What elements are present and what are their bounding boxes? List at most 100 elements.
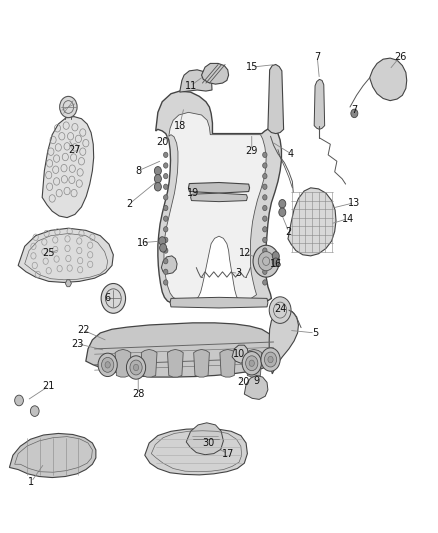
Polygon shape bbox=[314, 79, 325, 130]
Polygon shape bbox=[268, 64, 284, 134]
Text: 15: 15 bbox=[246, 62, 258, 72]
Text: 19: 19 bbox=[187, 188, 199, 198]
Circle shape bbox=[263, 163, 267, 168]
Text: 4: 4 bbox=[288, 149, 294, 159]
Polygon shape bbox=[145, 429, 247, 475]
Text: 9: 9 bbox=[253, 376, 259, 386]
Circle shape bbox=[127, 356, 146, 379]
Circle shape bbox=[163, 184, 168, 189]
Circle shape bbox=[163, 205, 168, 211]
Polygon shape bbox=[86, 323, 278, 377]
Text: 14: 14 bbox=[342, 214, 354, 224]
Polygon shape bbox=[42, 117, 94, 217]
Circle shape bbox=[272, 252, 279, 260]
Circle shape bbox=[249, 360, 254, 367]
Text: 29: 29 bbox=[246, 146, 258, 156]
Text: 17: 17 bbox=[222, 449, 234, 458]
Polygon shape bbox=[164, 112, 266, 301]
Text: 30: 30 bbox=[202, 438, 214, 448]
Circle shape bbox=[101, 284, 126, 313]
Text: 16: 16 bbox=[270, 259, 282, 269]
Circle shape bbox=[351, 109, 358, 118]
Polygon shape bbox=[180, 70, 212, 92]
Polygon shape bbox=[194, 350, 209, 377]
Circle shape bbox=[163, 216, 168, 221]
Circle shape bbox=[105, 362, 110, 368]
Circle shape bbox=[263, 205, 267, 211]
Circle shape bbox=[263, 280, 267, 285]
Text: 23: 23 bbox=[71, 338, 83, 349]
Text: 20: 20 bbox=[156, 136, 169, 147]
Text: 3: 3 bbox=[236, 269, 242, 278]
Circle shape bbox=[163, 195, 168, 200]
Circle shape bbox=[263, 152, 267, 158]
Circle shape bbox=[163, 237, 168, 243]
Polygon shape bbox=[141, 350, 157, 377]
Polygon shape bbox=[10, 433, 96, 478]
Text: 13: 13 bbox=[348, 198, 360, 208]
Circle shape bbox=[163, 280, 168, 285]
Polygon shape bbox=[115, 350, 131, 377]
Circle shape bbox=[242, 352, 261, 375]
Text: 26: 26 bbox=[394, 52, 406, 61]
Polygon shape bbox=[220, 350, 236, 377]
Polygon shape bbox=[186, 423, 223, 455]
Polygon shape bbox=[244, 375, 268, 399]
Text: 25: 25 bbox=[42, 248, 55, 258]
Polygon shape bbox=[246, 350, 262, 377]
Circle shape bbox=[163, 248, 168, 253]
Circle shape bbox=[258, 252, 274, 271]
Text: 11: 11 bbox=[184, 81, 197, 91]
Polygon shape bbox=[191, 193, 247, 201]
Circle shape bbox=[159, 237, 166, 245]
Text: 10: 10 bbox=[233, 349, 245, 359]
Circle shape bbox=[163, 227, 168, 232]
Text: 6: 6 bbox=[105, 293, 111, 303]
Polygon shape bbox=[288, 188, 336, 256]
Polygon shape bbox=[201, 63, 229, 84]
Text: 5: 5 bbox=[312, 328, 318, 338]
Text: 24: 24 bbox=[274, 304, 286, 314]
Circle shape bbox=[163, 152, 168, 158]
Circle shape bbox=[279, 208, 286, 216]
Circle shape bbox=[154, 182, 161, 191]
Text: 12: 12 bbox=[239, 248, 251, 258]
Circle shape bbox=[261, 348, 280, 371]
Text: 22: 22 bbox=[78, 325, 90, 335]
Circle shape bbox=[263, 237, 267, 243]
Text: 7: 7 bbox=[314, 52, 320, 61]
Circle shape bbox=[130, 360, 142, 375]
Text: 28: 28 bbox=[132, 389, 145, 399]
Circle shape bbox=[263, 173, 267, 179]
Circle shape bbox=[263, 259, 267, 264]
Circle shape bbox=[263, 227, 267, 232]
Circle shape bbox=[263, 269, 267, 274]
Text: 27: 27 bbox=[69, 144, 81, 155]
Text: 2: 2 bbox=[286, 227, 292, 237]
Circle shape bbox=[246, 356, 258, 370]
Circle shape bbox=[269, 297, 291, 324]
Circle shape bbox=[253, 245, 279, 277]
Text: 20: 20 bbox=[237, 377, 249, 387]
Circle shape bbox=[265, 352, 277, 367]
Text: 21: 21 bbox=[42, 381, 55, 391]
Circle shape bbox=[134, 365, 139, 370]
Circle shape bbox=[268, 357, 273, 363]
Circle shape bbox=[60, 96, 77, 118]
Circle shape bbox=[102, 358, 114, 372]
Circle shape bbox=[163, 259, 168, 264]
Circle shape bbox=[154, 166, 161, 175]
Text: 16: 16 bbox=[137, 238, 149, 247]
Polygon shape bbox=[167, 350, 183, 377]
Polygon shape bbox=[155, 91, 282, 306]
Text: 1: 1 bbox=[28, 477, 34, 487]
Circle shape bbox=[263, 216, 267, 221]
Circle shape bbox=[163, 173, 168, 179]
Circle shape bbox=[279, 199, 286, 208]
Polygon shape bbox=[269, 309, 298, 374]
Circle shape bbox=[163, 163, 168, 168]
Text: 8: 8 bbox=[135, 166, 141, 176]
Circle shape bbox=[98, 353, 117, 376]
Text: 2: 2 bbox=[127, 199, 133, 209]
Text: 7: 7 bbox=[351, 104, 357, 115]
